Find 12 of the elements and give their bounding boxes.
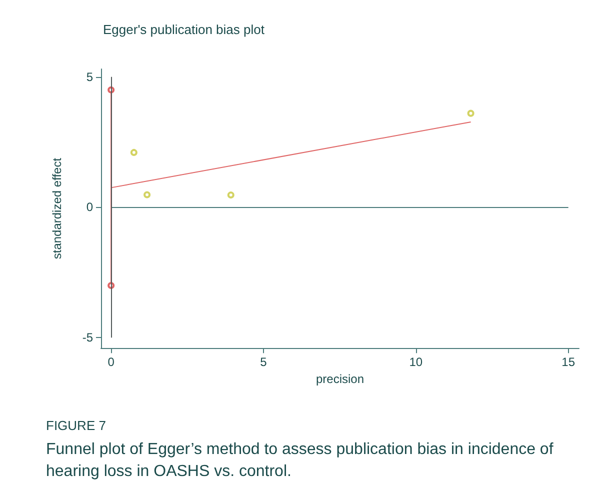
x-axis-title: precision	[316, 372, 364, 386]
y-tick-label: -5	[82, 330, 94, 345]
chart-title: Egger's publication bias plot	[103, 22, 265, 37]
x-tick-label: 0	[108, 355, 115, 370]
text: Funnel plot of Egger’s method to assess publication bias in incidence of hearing loss in OASHS vs. control.	[46, 440, 554, 482]
y-tick-label: 0	[86, 200, 94, 214]
x-tick-label: 15	[562, 355, 576, 370]
caption: FIGURE 7	[46, 418, 107, 433]
x-tick-label: 10	[409, 355, 423, 370]
y-axis-title: standardized effect	[50, 157, 64, 260]
x-tick-label: 5	[260, 355, 268, 370]
y-tick-label: 5	[86, 70, 94, 84]
